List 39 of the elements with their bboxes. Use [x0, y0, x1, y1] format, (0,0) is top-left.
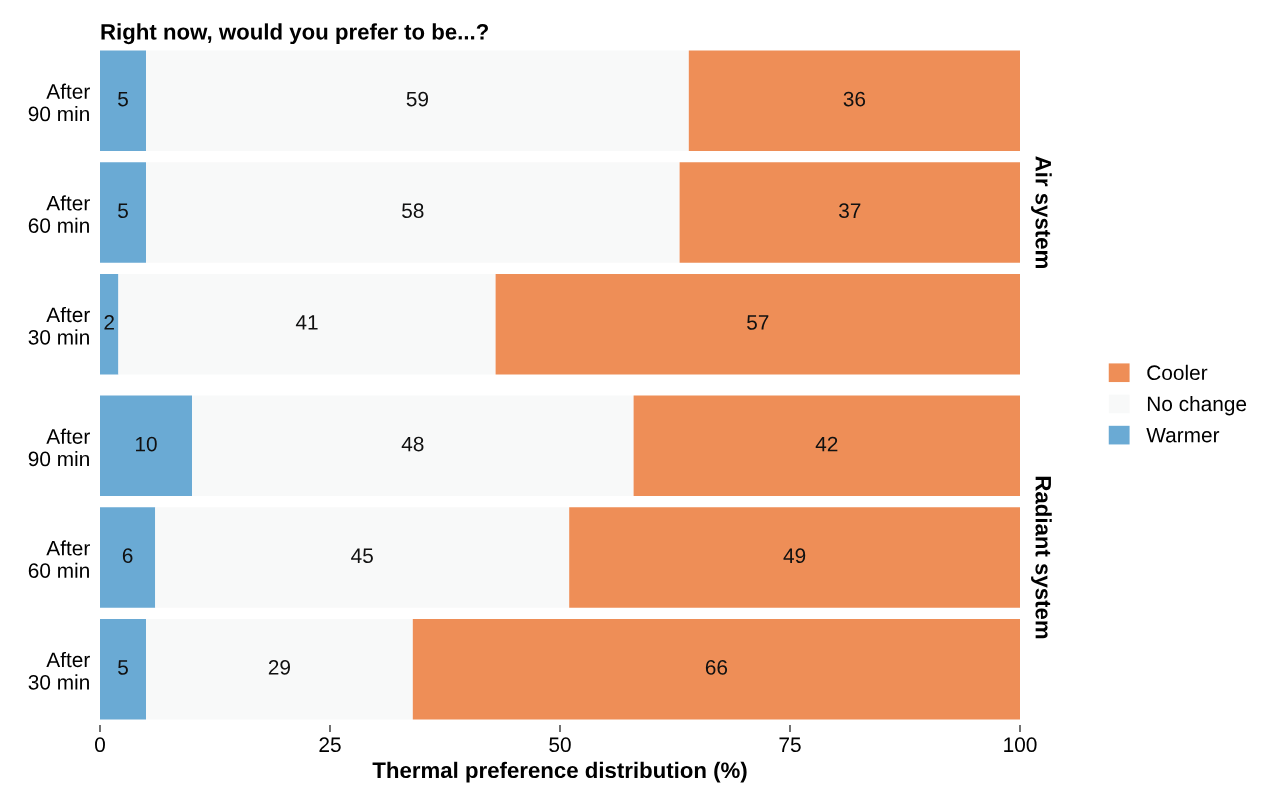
legend-label: Warmer	[1146, 427, 1220, 443]
legend-label: No change	[1147, 395, 1247, 416]
chart-title: Right now, would you prefer to be...?	[101, 23, 488, 45]
data-label: 57	[747, 315, 769, 330]
data-label: 59	[406, 91, 428, 107]
data-label: 45	[351, 548, 373, 564]
text: Air system	[1031, 156, 1052, 268]
data-label: 48	[401, 436, 424, 452]
y-tick-label: After 90 min	[28, 428, 90, 467]
bar	[100, 618, 146, 720]
y-tick-label: After 60 min	[28, 540, 90, 578]
data-label: 6	[122, 548, 133, 564]
data-label: 5	[118, 91, 128, 107]
x-tick-label: 25	[319, 737, 341, 753]
x-axis-title: Thermal preference distribution (%)	[372, 761, 747, 783]
data-label: 2	[104, 315, 114, 330]
data-label: 66	[705, 660, 728, 675]
data-label: 42	[815, 436, 838, 452]
x-tick-label: 50	[549, 737, 571, 753]
y-tick-label: After 60 min	[28, 195, 90, 233]
data-label: 5	[118, 660, 128, 675]
y-tick-label: After 90 min	[28, 83, 90, 122]
data-label: 10	[136, 436, 157, 452]
text: Radiant system	[1031, 476, 1052, 639]
data-label: 58	[402, 203, 424, 219]
x-tick-label: 0	[95, 737, 105, 753]
data-label: 37	[839, 203, 861, 219]
y-tick-label: After 30 min	[28, 306, 90, 345]
y-tick-label: After 30 min	[28, 651, 90, 690]
x-tick-label: 75	[779, 737, 801, 753]
bar	[100, 507, 156, 608]
data-label: 29	[268, 660, 290, 675]
data-label: 5	[118, 203, 128, 219]
data-label: 49	[783, 548, 806, 564]
legend-label: Cooler	[1147, 364, 1208, 381]
data-label: 41	[295, 315, 318, 330]
bar	[100, 395, 192, 497]
data-label: 36	[843, 91, 866, 107]
x-tick-label: 100	[1004, 737, 1037, 753]
